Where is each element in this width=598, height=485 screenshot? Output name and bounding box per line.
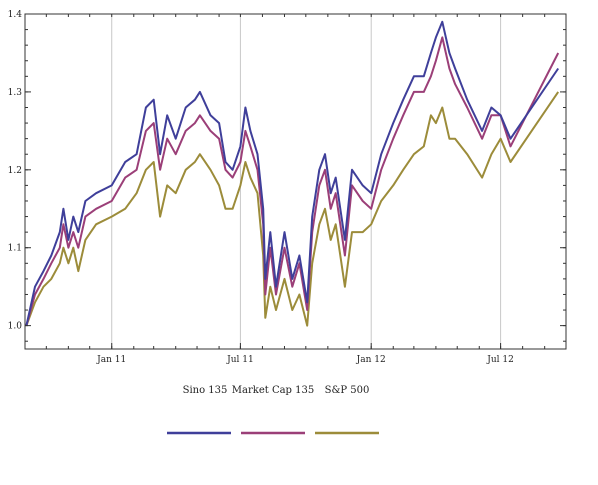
series-line-s-p-500 xyxy=(25,91,560,327)
grid-layer xyxy=(111,14,502,349)
y-tick-label: 1.4 xyxy=(8,10,23,20)
plot-frame xyxy=(24,13,567,350)
legend-label-s-p-500: S&P 500 xyxy=(325,385,370,396)
series-line-sino-135 xyxy=(25,20,560,326)
x-tick-label: Jan 11 xyxy=(96,355,126,365)
y-tick-label: 1.3 xyxy=(8,88,23,98)
series-line-market-cap-135 xyxy=(25,36,560,326)
series-layer xyxy=(25,20,560,327)
y-tick-label: 1.0 xyxy=(8,322,23,332)
x-tick-label: Jul 12 xyxy=(486,355,514,365)
x-tick-label: Jan 12 xyxy=(356,355,386,365)
legend: Sino 135 Market Cap 135 S&P 500 xyxy=(167,385,379,435)
y-tick-label: 1.2 xyxy=(8,166,22,176)
y-tick-label: 1.1 xyxy=(8,244,22,254)
legend-label-market-cap-135: Market Cap 135 xyxy=(232,385,314,396)
axes-layer: Jan 11 Jul 11 Jan 12 Jul 12 1.0 1.1 1.2 1.3 1.4 xyxy=(8,10,567,365)
x-tick-label: Jul 11 xyxy=(226,355,254,365)
legend-label-sino-135: Sino 135 xyxy=(183,385,228,396)
